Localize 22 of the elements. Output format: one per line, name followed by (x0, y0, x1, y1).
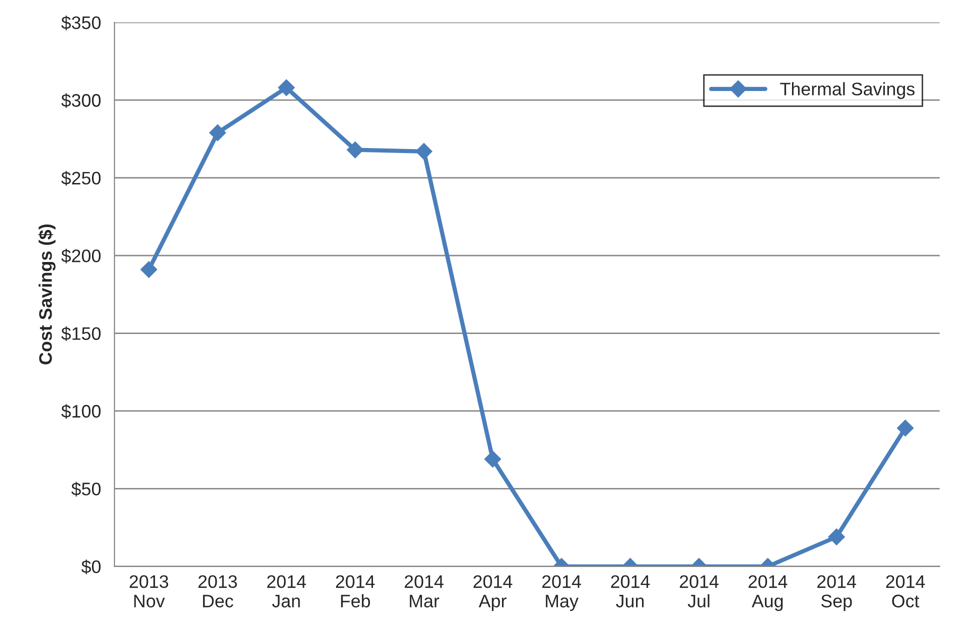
y-tick-label: $250 (61, 171, 101, 186)
y-tick-label: $150 (61, 326, 101, 342)
x-tick-label: 2013 Dec (198, 575, 237, 608)
x-tick-label: 2014 Jun (611, 575, 650, 608)
y-axis-title: Cost Savings ($) (38, 224, 56, 364)
x-tick-label: 2014 Sep (817, 575, 856, 612)
y-tick-label: $350 (61, 16, 101, 30)
y-tick-label: $300 (61, 93, 101, 108)
x-tick-label: 2014 Mar (404, 575, 444, 608)
y-tick-label: $50 (71, 482, 101, 496)
x-tick-label: 2014 Jul (680, 575, 719, 608)
x-tick-label: 2013 Nov (130, 575, 168, 608)
y-tick-label: $200 (61, 248, 101, 264)
y-tick-label: $100 (61, 404, 101, 419)
x-tick-label: 2014 Apr (474, 575, 512, 612)
y-tick-label: $0 (81, 560, 101, 574)
legend-label: Thermal Savings (780, 82, 915, 99)
x-tick-label: 2014 Aug (748, 575, 788, 612)
x-tick-label: 2014 Oct (886, 575, 925, 608)
x-tick-label: 2014 Jan (267, 575, 306, 608)
x-tick-label: 2014 Feb (336, 575, 375, 608)
x-tick-label: 2014 May (542, 575, 582, 612)
